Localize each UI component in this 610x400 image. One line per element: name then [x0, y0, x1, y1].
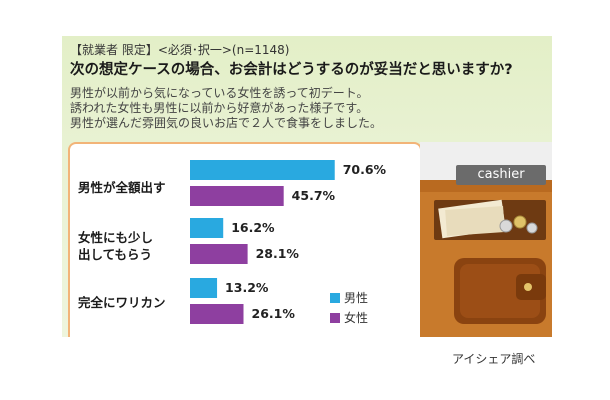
- bar-male-0: [190, 160, 335, 180]
- survey-tag: 【就業者 限定】<必須･択一>(n=1148): [70, 43, 290, 57]
- legend-item-female: 女性: [330, 309, 368, 326]
- cash-tray-icon: [434, 199, 546, 240]
- value-label-female-0: 45.7%: [291, 188, 336, 203]
- legend-item-male: 男性: [330, 289, 368, 306]
- category-label-1: 女性にも少し 出してもらう: [78, 229, 153, 263]
- panel-bottom-edge: [62, 337, 552, 343]
- legend-label-male: 男性: [344, 291, 369, 305]
- value-label-male-1: 16.2%: [231, 220, 275, 235]
- category-label-0: 男性が全額出す: [78, 179, 166, 196]
- bar-male-2: [190, 278, 218, 298]
- value-label-female-1: 28.1%: [255, 246, 299, 261]
- legend-swatch-female: [330, 312, 340, 323]
- scenario-line: 男性が以前から気になっている女性を誘って初デート。: [70, 86, 369, 100]
- scenario-line: 誘われた女性も男性に以前から好意があった様子です。: [70, 101, 369, 115]
- scenario-line: 男性が選んだ雰囲気の良いお店で２人で食事をしました。: [70, 116, 383, 130]
- scenario-text: 男性が以前から気になっている女性を誘って初デート。 誘われた女性も男性に以前から…: [70, 86, 382, 131]
- bar-male-1: [190, 218, 224, 238]
- value-label-male-2: 13.2%: [225, 280, 269, 295]
- value-label-female-2: 26.1%: [251, 306, 295, 321]
- legend-label-female: 女性: [344, 311, 369, 325]
- category-label-line: 出してもらう: [78, 247, 153, 262]
- survey-question: 次の想定ケースの場合、お会計はどうするのが妥当だと思いますか?: [70, 62, 513, 78]
- illustration-art: [434, 199, 546, 324]
- legend-swatch-male: [330, 292, 340, 303]
- bar-female-2: [190, 304, 244, 324]
- bar-female-1: [190, 244, 248, 264]
- value-label-male-0: 70.6%: [342, 162, 387, 177]
- category-label-line: 完全にワリカン: [78, 295, 166, 310]
- category-label-2: 完全にワリカン: [78, 294, 166, 311]
- wallet-icon: [454, 258, 546, 324]
- source-credit: アイシェア調べ: [452, 352, 536, 366]
- bar-female-0: [190, 186, 284, 206]
- cashier-sign: cashier: [456, 165, 546, 185]
- category-label-line: 女性にも少し: [78, 230, 154, 245]
- category-label-line: 男性が全額出す: [78, 180, 166, 195]
